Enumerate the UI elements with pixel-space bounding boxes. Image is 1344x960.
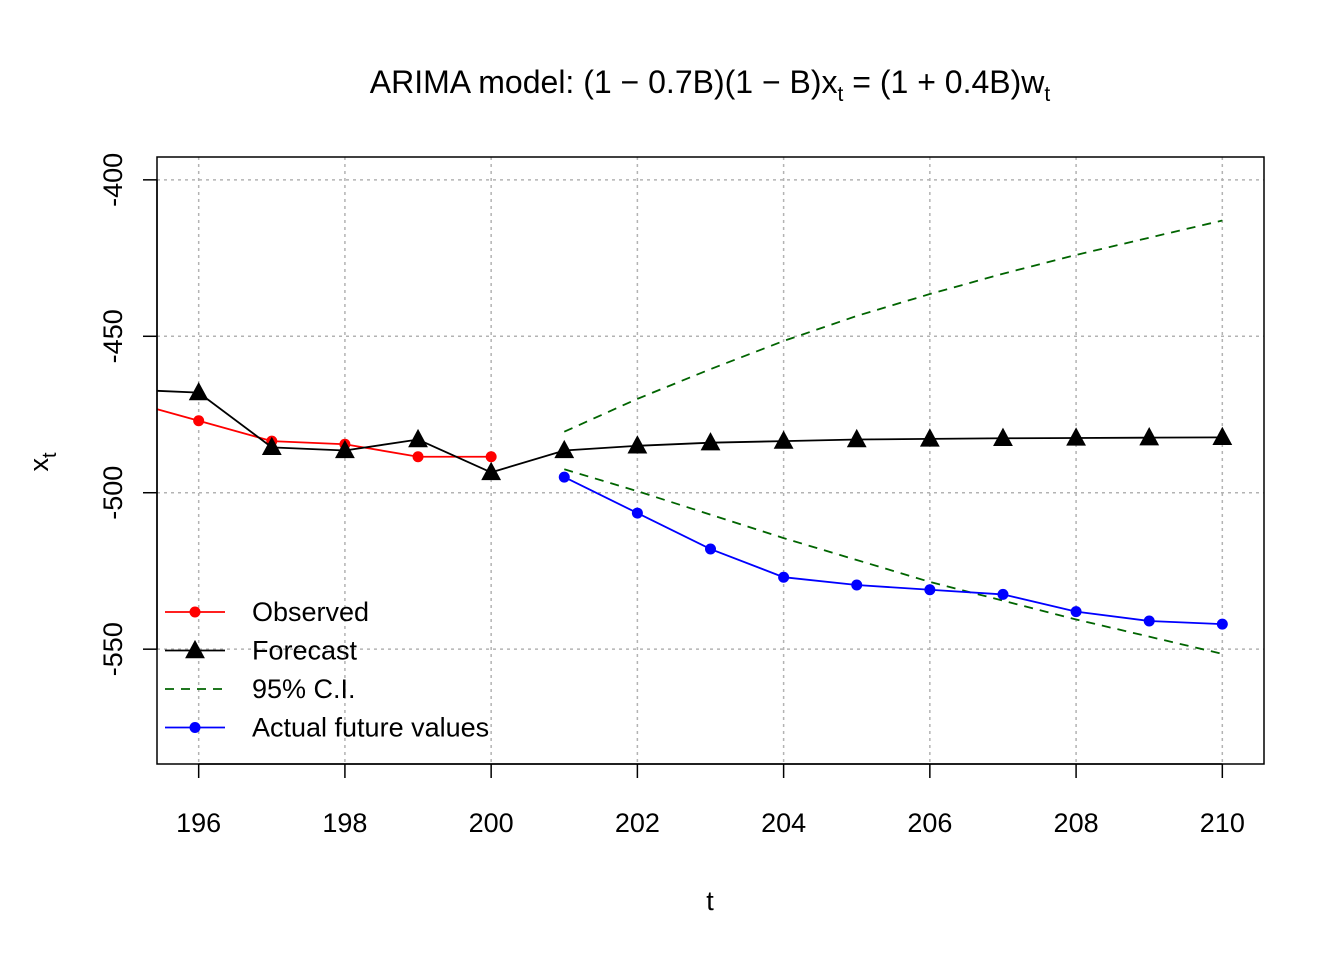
title-x-sub: t — [838, 83, 844, 106]
y-tick-label: -550 — [98, 622, 128, 676]
observed-line — [157, 408, 492, 458]
actual-future-values-point — [1143, 615, 1155, 627]
legend-label-95-c-i: 95% C.I. — [252, 674, 356, 704]
title-x: x — [822, 64, 838, 100]
x-tick-label: 204 — [761, 808, 806, 838]
title-prefix: ARIMA model: — [370, 64, 583, 100]
x-tick-label: 210 — [1200, 808, 1245, 838]
x-tick-label: 208 — [1054, 808, 1099, 838]
title-w: w — [1020, 64, 1045, 100]
x-axis: 196 198 200 202 204 206 208 210 — [176, 763, 1245, 838]
forecast-point — [700, 432, 721, 451]
legend-label-observed: Observed — [252, 597, 369, 627]
actual-future-values-point — [778, 571, 790, 583]
legend-marker-observed — [189, 606, 201, 618]
forecast-point — [846, 428, 867, 448]
y-axis-title-sub: t — [39, 452, 61, 458]
x-tick-label: 206 — [907, 808, 952, 838]
actual-future-values-point — [558, 471, 570, 483]
plot-frame — [156, 156, 1265, 765]
x-tick-label: 198 — [322, 808, 367, 838]
actual-future-values-point — [1216, 618, 1228, 630]
forecast-point — [335, 439, 355, 459]
title-factor-ma: (1 + 0.4B) — [880, 64, 1021, 100]
forecast-point — [627, 435, 648, 454]
actual-future-values-point — [924, 584, 936, 596]
title-w-sub: t — [1044, 83, 1050, 106]
x-tick-label: 196 — [176, 808, 221, 838]
actual-future-values-line — [563, 476, 1223, 626]
y-tick-label: -450 — [98, 309, 128, 363]
actual-future-values-point — [997, 588, 1009, 600]
forecast-point — [773, 430, 794, 449]
y-tick-label: -500 — [98, 466, 128, 520]
title-equals: = — [843, 64, 879, 100]
forecast-point — [554, 439, 575, 459]
x-axis-title: t — [706, 886, 714, 916]
y-axis: -400 -450 -500 -550 — [98, 153, 158, 676]
legend-marker-actual-future-values — [189, 722, 201, 733]
legend-marker-forecast — [185, 639, 205, 659]
grid-lines — [157, 157, 1264, 764]
chart-title: ARIMA model: (1 − 0.7B)(1 − B)xt = (1 + … — [370, 64, 1051, 106]
forecast-point — [188, 382, 209, 401]
forecast-point — [1066, 427, 1086, 446]
ci-upper-line — [563, 219, 1223, 433]
observed-point — [412, 451, 424, 463]
y-tick-label: -400 — [98, 153, 128, 207]
actual-future-values-point — [631, 507, 643, 519]
legend-label-actual-future-values: Actual future values — [252, 713, 489, 743]
ci-lower-line — [564, 468, 1223, 655]
title-factor-diff: (1 − B) — [725, 64, 822, 100]
forecast-line — [157, 389, 1223, 474]
forecast-point — [481, 461, 502, 481]
forecast-point — [993, 427, 1013, 446]
forecast-point — [919, 428, 940, 447]
x-tick-label: 200 — [469, 808, 514, 838]
forecast-point — [261, 436, 282, 456]
forecast-point — [1139, 427, 1160, 446]
actual-future-values-point — [1070, 606, 1082, 618]
title-factor-ar: (1 − 0.7B) — [583, 64, 724, 100]
forecast-point — [1212, 426, 1233, 446]
y-axis-title: xt — [24, 452, 61, 472]
forecast-point — [408, 428, 428, 448]
legend-label-forecast: Forecast — [252, 636, 358, 666]
legend: Observed Forecast 95% C.I. Actual future va… — [165, 597, 489, 743]
observed-point — [485, 451, 497, 463]
observed-point — [193, 415, 205, 427]
actual-future-values-point — [851, 579, 863, 591]
y-axis-title-main: x — [24, 458, 54, 472]
actual-future-values-point — [705, 543, 716, 555]
series-layer — [157, 219, 1233, 655]
x-tick-label: 202 — [615, 808, 660, 838]
